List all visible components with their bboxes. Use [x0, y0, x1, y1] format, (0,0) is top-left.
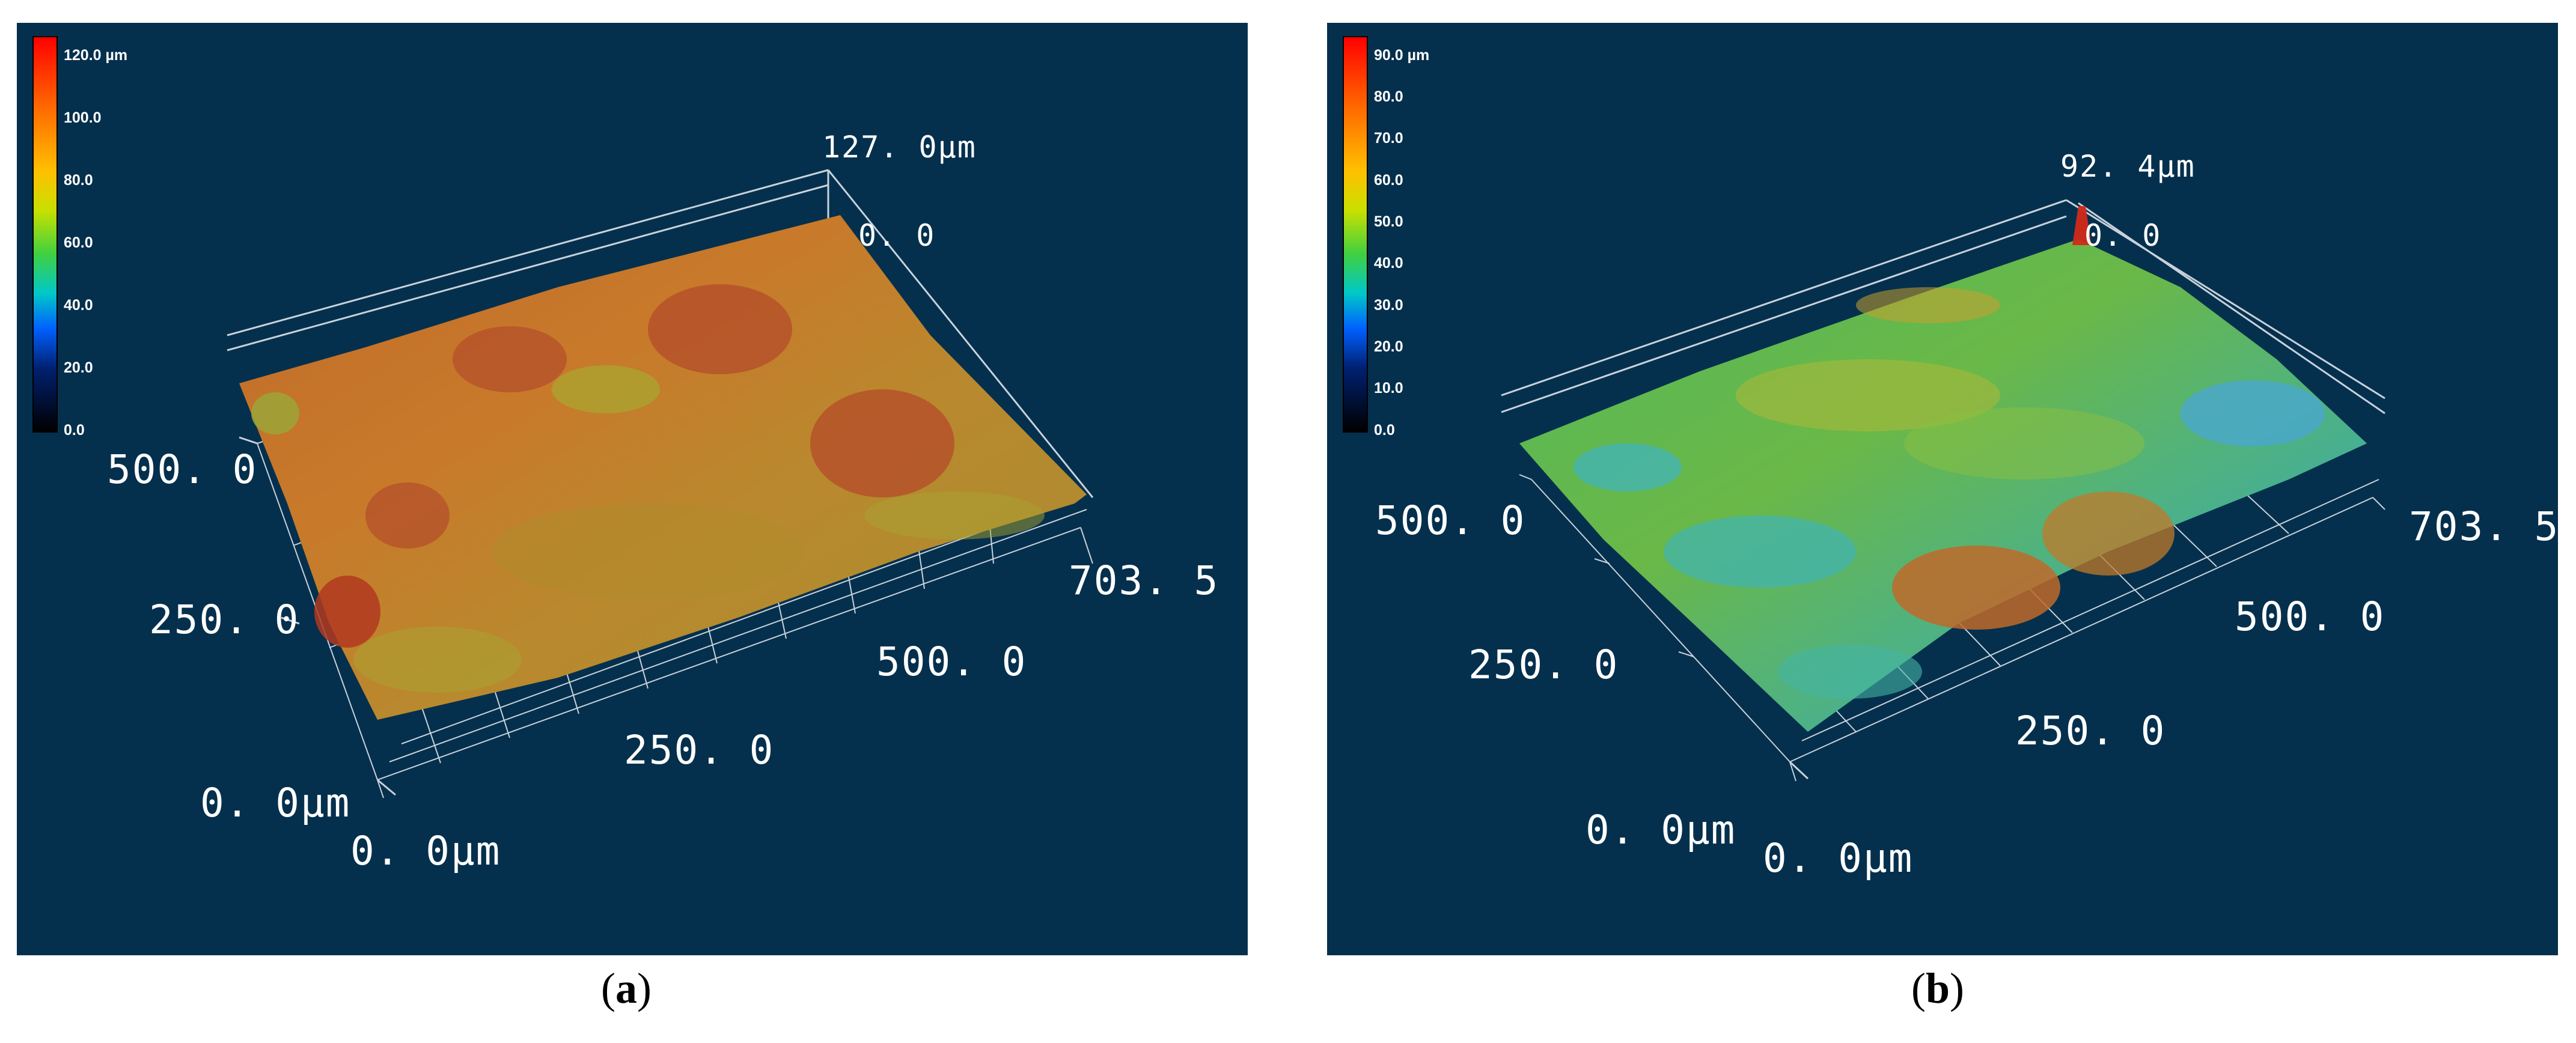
x-tick-label-a-500: 500. 0 — [876, 639, 1027, 685]
z-zero-label-a: 0. 0 — [858, 218, 936, 253]
y-tick-label-a-500: 500. 0 — [107, 446, 258, 493]
scale-tick-b-5: 40.0 — [1374, 255, 1403, 272]
scale-tick-a-2: 80.0 — [64, 172, 93, 189]
surface-mesh-a — [239, 215, 1087, 720]
y-origin-label-b: 0. 0µm — [1586, 807, 1736, 853]
scale-tick-a-1: 100.0 — [64, 109, 102, 126]
z-max-label-a: 127. 0µm — [822, 130, 977, 165]
x-tick-label-b-250: 250. 0 — [2015, 708, 2166, 754]
scale-tick-b-2: 70.0 — [1374, 130, 1403, 147]
scale-tick-a-0: 120.0 µm — [64, 47, 128, 64]
z-zero-label-b: 0. 0 — [2084, 218, 2162, 253]
x-origin-label-a: 0. 0µm — [350, 828, 501, 874]
surface-features-a — [251, 284, 1045, 693]
x-tick-label-a-250: 250. 0 — [624, 727, 775, 773]
height-color-scale-b — [1343, 36, 1368, 433]
surface-mesh-b — [1519, 239, 2367, 732]
y-tick-label-a-250: 250. 0 — [149, 597, 300, 643]
surface-plot-b — [1501, 199, 2385, 782]
caption-letter-a: a — [615, 964, 637, 1012]
scale-tick-a-6: 0.0 — [64, 422, 85, 439]
scale-tick-b-1: 80.0 — [1374, 88, 1403, 105]
y-tick-label-b-250: 250. 0 — [1468, 642, 1619, 688]
x-tick-label-b-500: 500. 0 — [2235, 594, 2385, 640]
scale-tick-b-9: 0.0 — [1374, 422, 1395, 439]
scale-tick-a-4: 40.0 — [64, 297, 93, 314]
scale-tick-b-0: 90.0 µm — [1374, 47, 1430, 64]
height-color-scale-a — [32, 36, 58, 433]
z-max-label-b: 92. 4µm — [2060, 149, 2196, 184]
front-axes-b — [1789, 761, 1809, 780]
scale-tick-b-8: 10.0 — [1374, 380, 1403, 397]
surface-plot-panel-b: 90.0 µm 80.0 70.0 60.0 50.0 40.0 30.0 20… — [1327, 23, 2558, 955]
scale-tick-a-5: 20.0 — [64, 359, 93, 376]
bounding-box-lines-b — [1501, 199, 2385, 415]
bounding-box-lines-a — [227, 169, 1094, 498]
scale-tick-b-4: 50.0 — [1374, 213, 1403, 230]
x-tick-label-b-703: 703. 5 — [2409, 503, 2558, 550]
surface-plot-panel-a: 120.0 µm 100.0 80.0 60.0 40.0 20.0 0.0 1… — [17, 23, 1248, 955]
y-tick-label-b-500: 500. 0 — [1375, 497, 1526, 544]
front-axes-a — [239, 436, 396, 796]
caption-a: (a) — [601, 964, 652, 1012]
scale-tick-b-7: 20.0 — [1374, 338, 1403, 355]
y-origin-label-a: 0. 0µm — [200, 780, 351, 826]
surface-features-b — [1573, 206, 2325, 699]
x-origin-label-b: 0. 0µm — [1763, 835, 1914, 881]
surface-plot-a — [227, 169, 1094, 798]
caption-b: (b) — [1911, 964, 1965, 1012]
x-tick-label-a-703: 703. 5 — [1069, 558, 1219, 604]
scale-tick-a-3: 60.0 — [64, 234, 93, 251]
caption-letter-b: b — [1925, 964, 1950, 1012]
scale-tick-b-6: 30.0 — [1374, 297, 1403, 314]
scale-tick-b-3: 60.0 — [1374, 172, 1403, 189]
